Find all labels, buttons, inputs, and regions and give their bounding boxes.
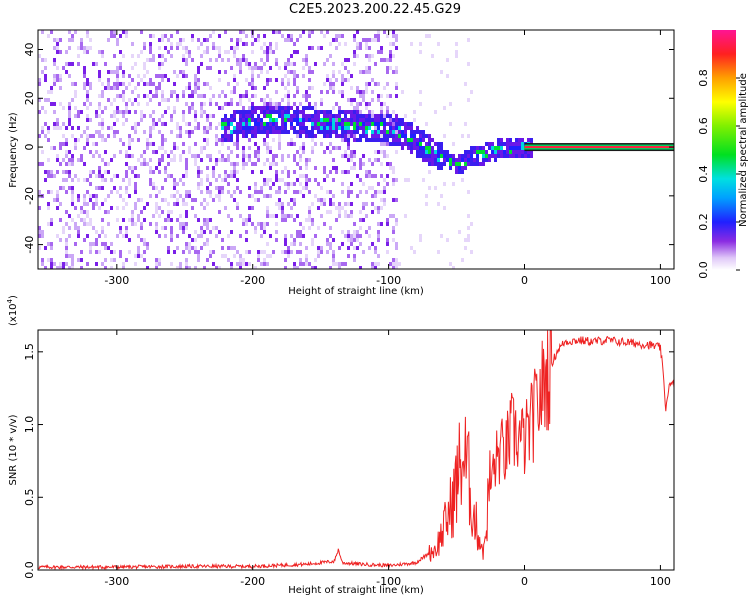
snr-xtick-label: -200 [240, 575, 265, 588]
snr-panel: -300 -200 -100 0 100 0.0 0.5 1.0 1.5 Height of s… [6, 295, 675, 596]
colorbar-tick-label: 0.4 [697, 165, 710, 183]
snr-xtick-label: -300 [104, 575, 129, 588]
snr-xtick-label: 100 [650, 575, 671, 588]
spectrogram-cells [38, 30, 674, 269]
colorbar-tick-label: 0.0 [697, 261, 710, 279]
snr-ylabel: SNR (10 * v/v) [8, 414, 19, 485]
snr-ytick-label: 0.0 [23, 561, 36, 579]
snr-ytick-label: 1.5 [23, 343, 36, 361]
spectrogram-ytick-label: 40 [23, 43, 36, 57]
colorbar-tick-label: 0.2 [697, 213, 710, 231]
carrier-line [524, 146, 674, 149]
spectrogram-ytick-label: -20 [23, 187, 36, 205]
spectrogram-xtick-label: 0 [521, 274, 528, 287]
spectrogram-ytick-label: -40 [23, 236, 36, 254]
snr-xtick-label: -100 [376, 575, 401, 588]
snr-multiplier: (x104) [6, 295, 19, 326]
spectrogram-xtick-label: -100 [376, 274, 401, 287]
colorbar-label: Normalized spectral amplitude [738, 73, 749, 227]
colorbar-gradient [712, 30, 736, 270]
colorbar: 0.0 0.2 0.4 0.6 0.8 Normalized spectral ampl… [697, 30, 749, 279]
snr-background [38, 330, 674, 570]
chart-title: C2E5.2023.200.22.45.G29 [288, 2, 462, 17]
spectrogram-xtick-label: -300 [104, 274, 129, 287]
snr-series-line [38, 330, 674, 570]
snr-frame [37, 329, 675, 571]
colorbar-tick-label: 0.8 [697, 69, 710, 87]
spectrogram-xlabel: Height of straight line (km) [288, 286, 424, 297]
colorbar-tick-label: 0.6 [697, 117, 710, 135]
spectrogram-ytick-label: 0 [23, 144, 36, 151]
snr-ytick-label: 0.5 [23, 489, 36, 507]
snr-ticks: -300 -200 -100 0 100 0.0 0.5 1.0 1.5 [23, 330, 674, 588]
spectrogram-frame [37, 29, 675, 270]
snr-ytick-label: 1.0 [23, 416, 36, 434]
snr-xlabel: Height of straight line (km) [288, 585, 424, 596]
colorbar-ticks: 0.0 0.2 0.4 0.6 0.8 [697, 69, 740, 279]
spectrogram-ytick-label: 20 [23, 91, 36, 105]
spectrogram-xtick-label: 100 [650, 274, 671, 287]
snr-xtick-label: 0 [521, 575, 528, 588]
spectrogram-ylabel: Frequency (Hz) [8, 112, 19, 188]
spectrogram-xtick-label: -200 [240, 274, 265, 287]
